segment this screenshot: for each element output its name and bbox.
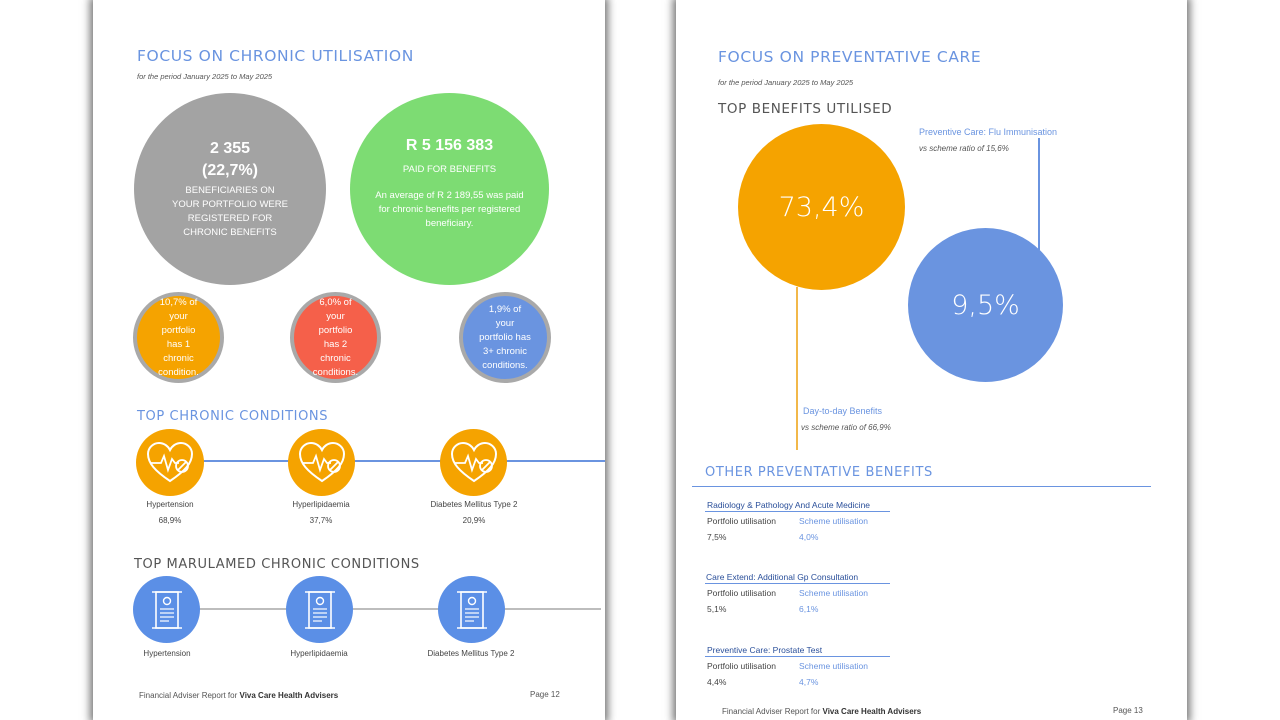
page-footer: Financial Adviser Report for Viva Care H… [722,707,921,716]
portfolio-utilisation-header: Portfolio utilisation [707,516,776,526]
chronic-connector-line [173,460,605,462]
prescription-scroll-icon [286,576,353,643]
top-chronic-title: TOP CHRONIC CONDITIONS [137,409,329,424]
portfolio-utilisation-value: 7,5% [707,532,727,542]
flu-connector [1038,138,1040,250]
one-condition-circle: 10,7% of your portfolio has 1 chronic co… [133,292,224,383]
flu-label: Preventive Care: Flu Immunisation [919,127,1058,137]
footer-prefix: Financial Adviser Report for [139,691,238,700]
two-conditions-circle: 6,0% of your portfolio has 2 chronic con… [290,292,381,383]
beneficiaries-count: 2 355 [209,140,251,157]
scheme-utilisation-header: Scheme utilisation [799,516,868,526]
prescription-scroll-icon [438,576,505,643]
benefit-name: Preventive Care: Prostate Test [707,645,823,655]
paid-average-text: An average of R 2 189,55 was paid for ch… [375,190,524,229]
footer-prefix: Financial Adviser Report for [722,707,821,716]
top-marulamed-title: TOP MARULAMED CHRONIC CONDITIONS [134,557,420,572]
day-to-day-circle: 73,4% [738,124,905,290]
flu-ratio: vs scheme ratio of 15,6% [919,144,1009,153]
paid-benefits-circle: R 5 156 383 PAID FOR BENEFITS An average… [350,93,549,285]
three-plus-conditions-circle: 1,9% of your portfolio has 3+ chronic co… [459,292,551,383]
day-to-day-label: Day-to-day Benefits [803,406,883,416]
marulamed-condition-name: Hyperlipidaemia [290,649,348,658]
portfolio-utilisation-value: 5,1% [707,604,727,614]
portfolio-utilisation-header: Portfolio utilisation [707,661,776,671]
chronic-condition-pct: 37,7% [309,516,333,525]
scheme-utilisation-header: Scheme utilisation [799,661,868,671]
heart-condition-icon [136,429,204,496]
benefit-name: Care Extend: Additional Gp Consultation [706,572,859,582]
benefit-name: Radiology & Pathology And Acute Medicine [707,500,871,510]
other-benefits-divider [692,486,1151,487]
heart-condition-icon [288,429,355,496]
footer-company: Viva Care Health Advisers [822,707,922,716]
day-to-day-connector [796,287,798,450]
chronic-condition-name: Hyperlipidaemia [292,500,350,509]
marulamed-condition-name: Hypertension [143,649,191,658]
prescription-scroll-icon [133,576,200,643]
scheme-utilisation-header: Scheme utilisation [799,588,868,598]
period-subtitle: for the period January 2025 to May 2025 [718,78,854,87]
scheme-utilisation-value: 4,7% [799,677,819,687]
scheme-utilisation-value: 6,1% [799,604,819,614]
chronic-condition-name: Diabetes Mellitus Type 2 [430,500,518,509]
other-benefits-title: OTHER PREVENTATIVE BENEFITS [705,465,933,480]
flu-value: 9,5% [951,289,1020,321]
paid-amount: R 5 156 383 [405,137,494,154]
benefit-underline [705,583,890,584]
day-to-day-ratio: vs scheme ratio of 66,9% [801,423,891,432]
page-number: Page 13 [1113,706,1143,715]
report-page-13: FOCUS ON PREVENTATIVE CARE for the perio… [676,0,1187,720]
heart-condition-icon [440,429,507,496]
beneficiaries-pct: (22,7%) [201,162,259,179]
chronic-condition-pct: 68,9% [158,516,182,525]
flu-immunisation-circle: 9,5% [908,228,1063,382]
benefit-underline [705,511,890,512]
period-subtitle: for the period January 2025 to May 2025 [137,72,273,81]
portfolio-utilisation-header: Portfolio utilisation [707,588,776,598]
portfolio-utilisation-value: 4,4% [707,677,727,687]
footer-company: Viva Care Health Advisers [239,691,339,700]
marulamed-condition-name: Diabetes Mellitus Type 2 [427,649,515,658]
chronic-condition-pct: 20,9% [462,516,486,525]
page-title: FOCUS ON CHRONIC UTILISATION [137,47,414,65]
beneficiaries-text: BENEFICIARIES ON YOUR PORTFOLIO WERE REG… [172,185,288,238]
page-footer: Financial Adviser Report for Viva Care H… [139,691,338,700]
marulamed-connector-line [173,608,601,610]
chronic-condition-name: Hypertension [146,500,194,509]
page-title: FOCUS ON PREVENTATIVE CARE [718,48,982,66]
benefit-underline [705,656,890,657]
page-number: Page 12 [530,690,560,699]
paid-label: PAID FOR BENEFITS [402,164,497,175]
top-benefits-title: TOP BENEFITS UTILISED [718,101,893,117]
beneficiaries-circle: 2 355 (22,7%) BENEFICIARIES ON YOUR PORT… [134,93,326,285]
scheme-utilisation-value: 4,0% [799,532,819,542]
day-to-day-value: 73,4% [778,191,865,223]
report-page-12: FOCUS ON CHRONIC UTILISATION for the per… [93,0,605,720]
